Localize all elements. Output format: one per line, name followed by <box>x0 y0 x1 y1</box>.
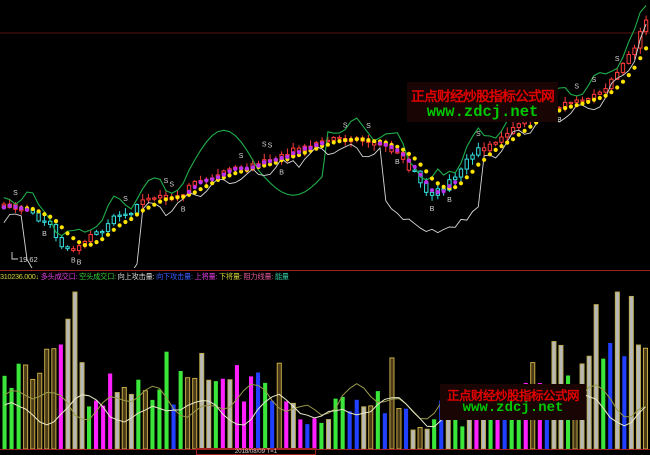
svg-text:B: B <box>447 197 452 204</box>
svg-text:S: S <box>574 84 579 91</box>
svg-text:S: S <box>262 142 267 149</box>
svg-text:B: B <box>430 206 435 213</box>
svg-text:B: B <box>71 257 76 264</box>
svg-text:B: B <box>181 206 186 213</box>
svg-text:B: B <box>77 259 82 266</box>
svg-text:19.62: 19.62 <box>19 255 38 264</box>
svg-text:S: S <box>615 56 620 63</box>
svg-text:S: S <box>343 123 348 130</box>
svg-text:B: B <box>42 231 47 238</box>
svg-text:S: S <box>366 123 371 130</box>
svg-text:S: S <box>13 190 18 197</box>
svg-text:S: S <box>123 196 128 203</box>
svg-text:S: S <box>239 153 244 160</box>
svg-text:B: B <box>279 170 284 177</box>
svg-text:S: S <box>592 77 597 84</box>
svg-text:B: B <box>395 159 400 166</box>
svg-text:S: S <box>268 142 273 149</box>
svg-text:S: S <box>169 182 174 189</box>
svg-text:S: S <box>476 131 481 138</box>
svg-text:S: S <box>164 178 169 185</box>
